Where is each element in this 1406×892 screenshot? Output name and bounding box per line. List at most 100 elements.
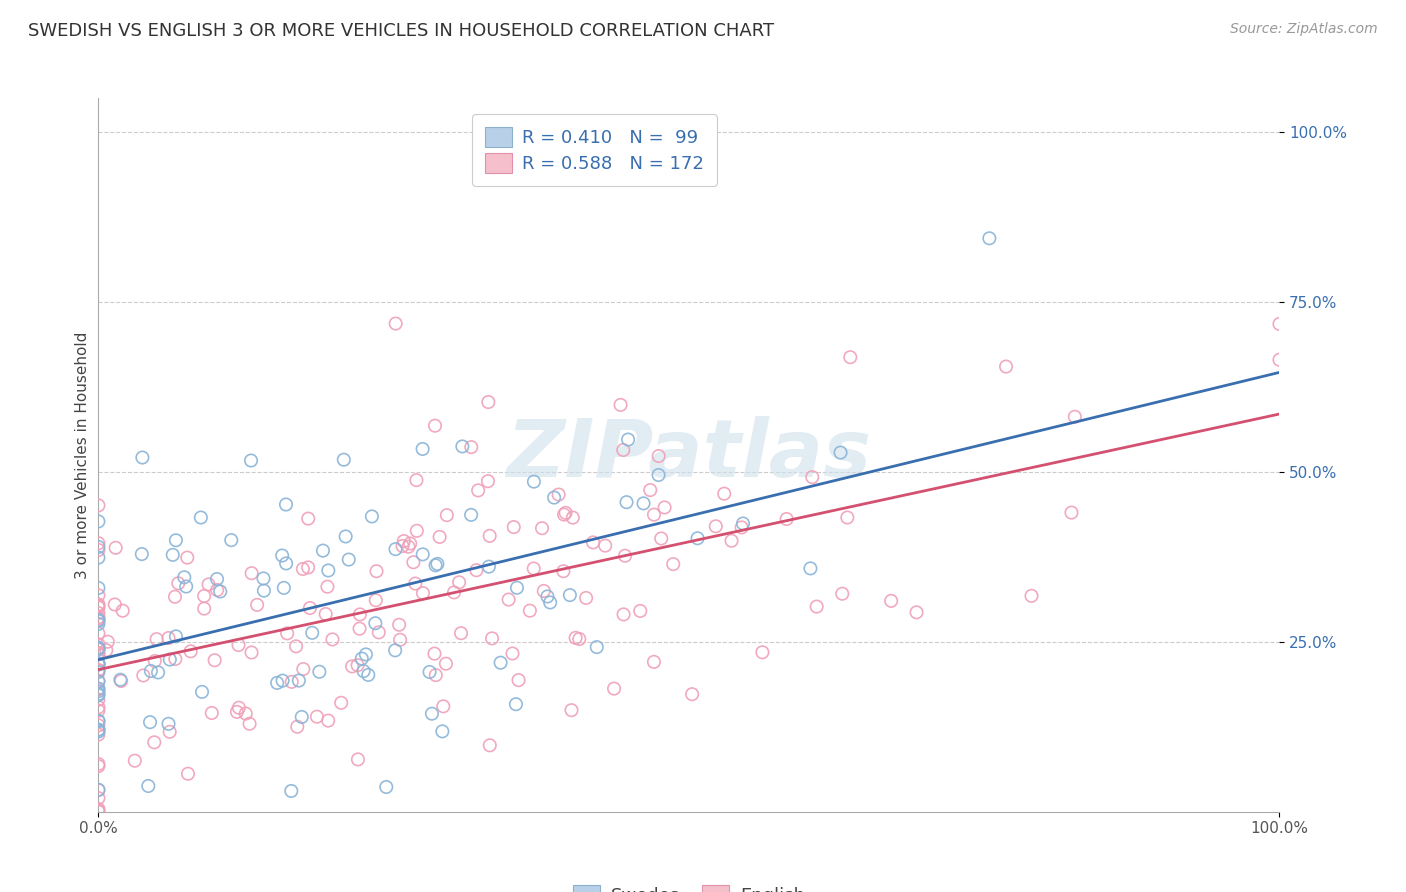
Point	[801, 470, 824, 484]
Point	[613, 607, 636, 622]
Point	[523, 561, 546, 575]
Point	[298, 601, 321, 615]
Point	[995, 359, 1018, 374]
Point	[240, 453, 263, 467]
Point	[1268, 317, 1291, 331]
Point	[364, 616, 387, 631]
Point	[533, 583, 555, 598]
Point	[291, 710, 314, 724]
Point	[274, 498, 297, 512]
Point	[364, 593, 387, 607]
Point	[139, 715, 162, 730]
Point	[87, 657, 110, 672]
Point	[177, 766, 200, 780]
Point	[477, 474, 499, 488]
Point	[87, 714, 110, 728]
Point	[404, 576, 426, 591]
Point	[246, 598, 269, 612]
Point	[87, 692, 110, 706]
Point	[647, 468, 669, 483]
Point	[131, 547, 153, 561]
Point	[434, 657, 457, 671]
Point	[568, 632, 591, 646]
Point	[87, 714, 110, 728]
Point	[87, 550, 110, 565]
Point	[87, 674, 110, 689]
Point	[575, 591, 598, 605]
Text: SWEDISH VS ENGLISH 3 OR MORE VEHICLES IN HOUSEHOLD CORRELATION CHART: SWEDISH VS ENGLISH 3 OR MORE VEHICLES IN…	[28, 22, 775, 40]
Point	[633, 496, 655, 510]
Point	[87, 804, 110, 818]
Point	[87, 681, 110, 696]
Point	[349, 622, 371, 636]
Point	[384, 317, 406, 331]
Point	[478, 739, 501, 753]
Point	[1268, 352, 1291, 367]
Point	[662, 557, 685, 571]
Point	[704, 519, 727, 533]
Point	[321, 632, 343, 647]
Point	[425, 558, 447, 573]
Point	[87, 536, 110, 550]
Point	[204, 653, 226, 667]
Point	[225, 705, 247, 719]
Point	[239, 716, 262, 731]
Point	[235, 706, 257, 721]
Point	[167, 576, 190, 591]
Point	[87, 499, 110, 513]
Point	[97, 634, 120, 648]
Point	[87, 782, 110, 797]
Point	[87, 700, 110, 714]
Point	[146, 665, 169, 680]
Point	[87, 581, 110, 595]
Text: Source: ZipAtlas.com: Source: ZipAtlas.com	[1230, 22, 1378, 37]
Point	[616, 495, 638, 509]
Point	[412, 442, 434, 456]
Point	[87, 757, 110, 772]
Point	[425, 668, 447, 682]
Point	[398, 540, 420, 554]
Point	[713, 486, 735, 500]
Point	[681, 687, 703, 701]
Point	[87, 657, 110, 671]
Point	[159, 724, 181, 739]
Point	[837, 510, 859, 524]
Point	[87, 642, 110, 657]
Point	[412, 586, 434, 600]
Point	[333, 452, 356, 467]
Point	[451, 439, 474, 453]
Point	[104, 541, 127, 555]
Point	[111, 604, 134, 618]
Point	[87, 657, 110, 671]
Point	[399, 536, 422, 550]
Point	[165, 629, 187, 643]
Point	[405, 473, 427, 487]
Point	[1021, 589, 1043, 603]
Y-axis label: 3 or more Vehicles in Household: 3 or more Vehicles in Household	[75, 331, 90, 579]
Point	[531, 521, 554, 535]
Point	[281, 674, 304, 689]
Point	[87, 610, 110, 624]
Point	[519, 604, 541, 618]
Point	[87, 540, 110, 554]
Point	[87, 515, 110, 529]
Point	[460, 440, 482, 454]
Point	[547, 487, 569, 501]
Point	[478, 559, 501, 574]
Point	[543, 491, 565, 505]
Point	[432, 699, 454, 714]
Point	[87, 723, 110, 737]
Point	[523, 475, 546, 489]
Point	[337, 552, 360, 566]
Point	[131, 450, 153, 465]
Point	[538, 595, 561, 609]
Point	[979, 231, 1001, 245]
Point	[617, 433, 640, 447]
Point	[460, 508, 482, 522]
Point	[560, 703, 582, 717]
Point	[350, 651, 373, 665]
Point	[266, 676, 288, 690]
Point	[87, 606, 110, 620]
Point	[157, 716, 180, 731]
Point	[228, 638, 250, 652]
